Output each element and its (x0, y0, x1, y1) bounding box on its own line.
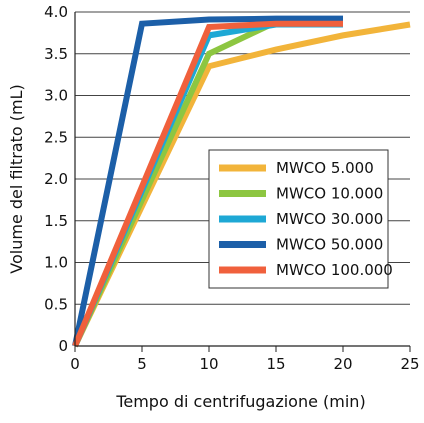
x-tick-label: 25 (400, 355, 419, 373)
legend-label: MWCO 100.000 (276, 261, 393, 279)
x-axis-title: Tempo di centrifugazione (min) (115, 392, 365, 411)
y-tick-label: 3.0 (44, 87, 68, 105)
series-line-mwco-100-000 (72, 20, 343, 348)
y-tick-label: 2.5 (44, 128, 68, 146)
series-layer (72, 15, 411, 348)
x-tick-label: 20 (333, 355, 352, 373)
ticks-layer: 0 0.5 1.0 1.5 2.0 2.5 3.0 3.5 4.0 0 5 10 15 20 25 (44, 3, 419, 373)
y-tick-label: 0 (58, 337, 68, 355)
x-tick-label: 0 (70, 355, 80, 373)
x-tick-label: 10 (199, 355, 218, 373)
legend-label: MWCO 50.000 (276, 236, 383, 254)
y-tick-label: 1.0 (44, 254, 68, 272)
y-tick-label: 0.5 (44, 295, 68, 313)
y-tick-label: 3.5 (44, 45, 68, 63)
y-tick-label: 1.5 (44, 212, 68, 230)
series-line-mwco-5-000 (72, 21, 411, 348)
legend-layer: MWCO 5.000 MWCO 10.000 MWCO 30.000 MWCO 50.… (208, 149, 393, 289)
legend-label: MWCO 10.000 (276, 185, 383, 203)
y-axis-title: Volume del filtrato (mL) (7, 84, 26, 273)
y-tick-label: 4.0 (44, 3, 68, 21)
series-line-mwco-50-000 (72, 15, 343, 347)
axes-layer (74, 12, 411, 352)
legend-label: MWCO 30.000 (276, 210, 383, 228)
legend-label: MWCO 5.000 (276, 159, 374, 177)
x-tick-label: 15 (266, 355, 285, 373)
x-tick-label: 5 (137, 355, 147, 373)
y-tick-label: 2.0 (44, 170, 68, 188)
